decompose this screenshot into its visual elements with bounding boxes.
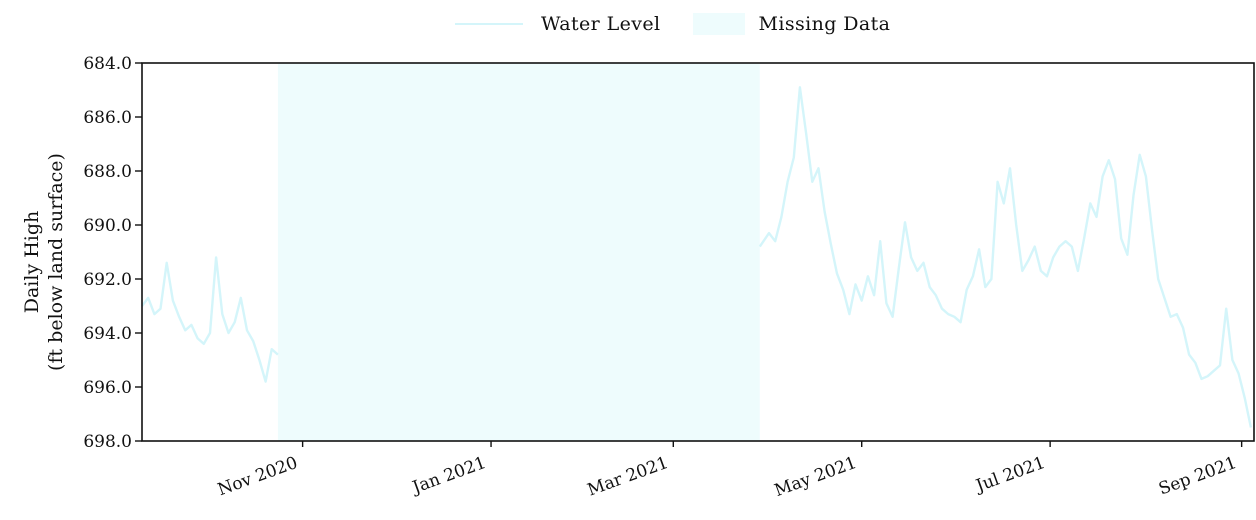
x-tick-label: Nov 2020 [215,453,300,500]
x-tick-label: Jul 2021 [972,453,1048,497]
y-tick-label: 688.0 [83,162,132,182]
y-tick-label: 690.0 [83,216,132,236]
y-tick-label: 694.0 [83,324,132,344]
plot-area-frame [141,62,1255,442]
y-tick-label: 684.0 [83,54,132,74]
water-level-line-segment-1 [141,256,279,383]
legend-patch-swatch [692,13,745,35]
water-level-line-segment-2 [758,86,1253,428]
y-axis-label: Daily High (ft below land surface) [20,153,68,371]
x-tick-label: Sep 2021 [1156,453,1239,500]
x-tick-label: Mar 2021 [585,453,671,501]
legend-item-missing-data: Missing Data [692,13,891,35]
x-tick-label: Jan 2021 [408,453,489,499]
legend-item-water-level: Water Level [455,13,661,35]
y-axis: 684.0 686.0 688.0 690.0 692.0 694.0 696.0 698.0 [83,54,142,452]
y-tick-label: 686.0 [83,108,132,128]
y-tick-label: 692.0 [83,270,132,290]
water-level-series [141,86,1253,428]
x-axis: Nov 2020 Jan 2021 Mar 2021 May 2021 Jul 2021… [215,441,1243,501]
missing-data-rect [277,63,760,441]
y-axis-label-line-1: Daily High [21,210,43,314]
x-tick-label: May 2021 [772,453,859,501]
y-tick-label: 696.0 [83,378,132,398]
legend-label-water-level: Water Level [541,13,661,35]
y-axis-label-line-2: (ft below land surface) [45,153,67,371]
legend: Water Level Missing Data [455,10,922,38]
y-tick-label: 698.0 [83,432,132,452]
legend-line-swatch [455,23,523,25]
missing-data-band [277,63,760,441]
legend-label-missing-data: Missing Data [758,13,891,35]
